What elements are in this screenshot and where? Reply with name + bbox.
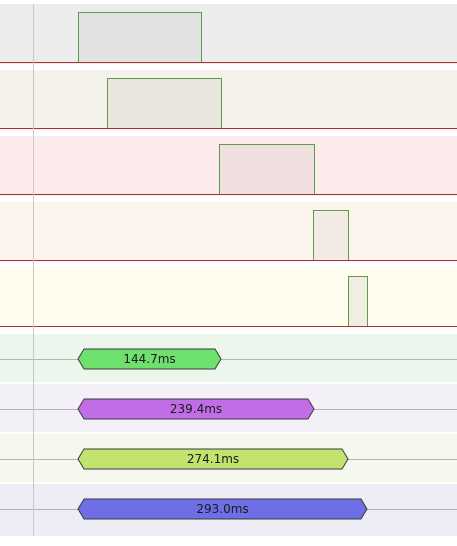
bus-row-3[interactable]: 274.1ms xyxy=(0,434,457,482)
bus-segment[interactable] xyxy=(77,498,368,520)
bus-row-4[interactable]: 293.0ms xyxy=(0,484,457,536)
bus-segment[interactable] xyxy=(77,398,315,420)
signal-row-5[interactable] xyxy=(0,268,457,328)
signal-pulse[interactable] xyxy=(348,276,368,326)
bus-duration-label: 274.1ms xyxy=(186,452,240,466)
bus-row-2[interactable]: 239.4ms xyxy=(0,384,457,432)
bus-idle-line xyxy=(0,359,457,360)
bus-segment-graphic xyxy=(77,448,349,470)
bus-segment-graphic xyxy=(77,348,222,370)
bus-segment-graphic xyxy=(77,498,368,520)
signal-baseline xyxy=(0,326,457,327)
signal-pulse[interactable] xyxy=(78,12,202,62)
bus-duration-label: 144.7ms xyxy=(123,352,176,366)
signal-pulse[interactable] xyxy=(313,210,349,260)
signal-row-3[interactable] xyxy=(0,136,457,196)
bus-segment-graphic xyxy=(77,398,315,420)
signal-pulse[interactable] xyxy=(107,78,222,128)
signal-row-2[interactable] xyxy=(0,70,457,130)
signal-baseline xyxy=(0,194,457,195)
bus-segment[interactable] xyxy=(77,348,222,370)
signal-baseline xyxy=(0,128,457,129)
bus-duration-label: 239.4ms xyxy=(169,402,223,416)
bus-duration-label: 293.0ms xyxy=(196,502,249,516)
bus-segment[interactable] xyxy=(77,448,349,470)
bus-row-1[interactable]: 144.7ms xyxy=(0,334,457,382)
signal-row-4[interactable] xyxy=(0,202,457,262)
signal-row-1[interactable] xyxy=(0,4,457,64)
signal-pulse[interactable] xyxy=(219,144,315,194)
time-cursor[interactable] xyxy=(33,4,34,536)
signal-baseline xyxy=(0,62,457,63)
signal-baseline xyxy=(0,260,457,261)
